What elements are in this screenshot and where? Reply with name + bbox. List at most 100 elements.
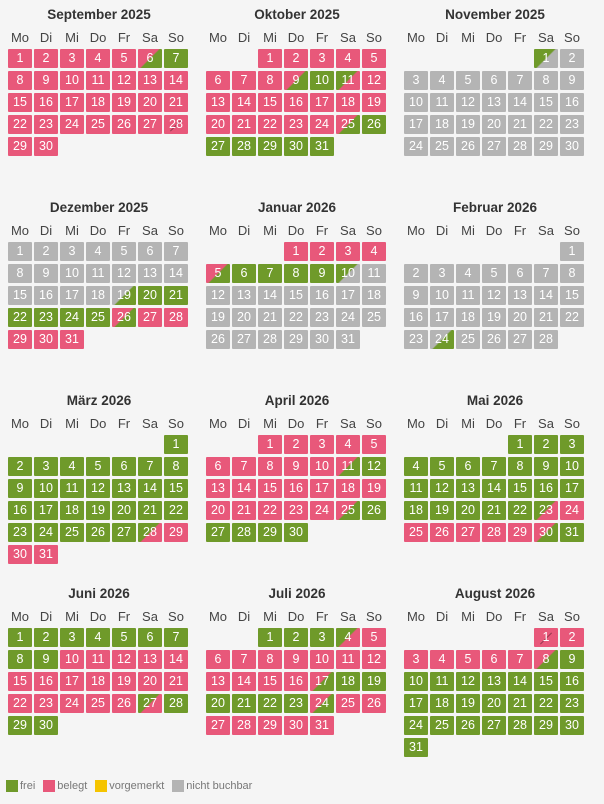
day-cell[interactable]: 17 xyxy=(60,93,84,112)
day-cell[interactable]: 12 xyxy=(430,479,454,498)
day-cell[interactable]: 8 xyxy=(164,457,188,476)
day-cell[interactable]: 19 xyxy=(362,479,386,498)
day-cell[interactable]: 26 xyxy=(112,115,136,134)
day-cell[interactable]: 25 xyxy=(86,115,110,134)
day-cell[interactable]: 10 xyxy=(560,457,584,476)
day-cell[interactable]: 22 xyxy=(258,115,282,134)
day-cell[interactable]: 21 xyxy=(232,501,256,520)
day-cell[interactable]: 10 xyxy=(310,457,334,476)
day-cell[interactable]: 7 xyxy=(508,650,532,669)
day-cell[interactable]: 15 xyxy=(508,479,532,498)
day-cell[interactable]: 18 xyxy=(404,501,428,520)
day-cell[interactable]: 9 xyxy=(534,457,558,476)
day-cell[interactable]: 1 xyxy=(508,435,532,454)
day-cell[interactable]: 30 xyxy=(34,330,58,349)
day-cell[interactable]: 31 xyxy=(310,716,334,735)
day-cell[interactable]: 5 xyxy=(362,628,386,647)
day-cell[interactable]: 2 xyxy=(534,435,558,454)
day-cell[interactable]: 14 xyxy=(508,672,532,691)
day-cell[interactable]: 23 xyxy=(34,115,58,134)
day-cell[interactable]: 28 xyxy=(164,115,188,134)
day-cell[interactable]: 16 xyxy=(8,501,32,520)
day-cell[interactable]: 17 xyxy=(310,672,334,691)
day-cell[interactable]: 12 xyxy=(112,650,136,669)
day-cell[interactable]: 30 xyxy=(284,716,308,735)
day-cell[interactable]: 24 xyxy=(310,115,334,134)
day-cell[interactable]: 30 xyxy=(34,716,58,735)
day-cell[interactable]: 7 xyxy=(164,628,188,647)
day-cell[interactable]: 25 xyxy=(336,115,360,134)
day-cell[interactable]: 3 xyxy=(310,49,334,68)
day-cell[interactable]: 8 xyxy=(258,650,282,669)
day-cell[interactable]: 30 xyxy=(284,523,308,542)
day-cell[interactable]: 24 xyxy=(60,694,84,713)
day-cell[interactable]: 16 xyxy=(34,672,58,691)
day-cell[interactable]: 15 xyxy=(258,479,282,498)
day-cell[interactable]: 9 xyxy=(8,479,32,498)
day-cell[interactable]: 2 xyxy=(284,435,308,454)
day-cell[interactable]: 25 xyxy=(336,694,360,713)
day-cell[interactable]: 3 xyxy=(310,628,334,647)
day-cell[interactable]: 28 xyxy=(482,523,506,542)
day-cell[interactable]: 10 xyxy=(60,71,84,90)
day-cell[interactable]: 7 xyxy=(482,457,506,476)
day-cell[interactable]: 6 xyxy=(206,71,230,90)
day-cell[interactable]: 24 xyxy=(60,115,84,134)
day-cell[interactable]: 23 xyxy=(560,694,584,713)
day-cell[interactable]: 28 xyxy=(232,523,256,542)
day-cell[interactable]: 5 xyxy=(112,628,136,647)
day-cell[interactable]: 26 xyxy=(86,523,110,542)
day-cell[interactable]: 4 xyxy=(60,457,84,476)
day-cell[interactable]: 18 xyxy=(86,93,110,112)
day-cell[interactable]: 12 xyxy=(362,71,386,90)
day-cell[interactable]: 15 xyxy=(258,672,282,691)
day-cell[interactable]: 12 xyxy=(86,479,110,498)
day-cell[interactable]: 21 xyxy=(138,501,162,520)
day-cell[interactable]: 29 xyxy=(8,137,32,156)
day-cell[interactable]: 9 xyxy=(310,264,334,283)
day-cell[interactable]: 1 xyxy=(8,49,32,68)
day-cell[interactable]: 25 xyxy=(86,694,110,713)
day-cell[interactable]: 16 xyxy=(284,672,308,691)
day-cell[interactable]: 6 xyxy=(482,650,506,669)
day-cell[interactable]: 19 xyxy=(112,93,136,112)
day-cell[interactable]: 26 xyxy=(430,523,454,542)
day-cell[interactable]: 25 xyxy=(60,523,84,542)
day-cell[interactable]: 7 xyxy=(232,650,256,669)
day-cell[interactable]: 24 xyxy=(60,308,84,327)
day-cell[interactable]: 19 xyxy=(362,672,386,691)
day-cell[interactable]: 31 xyxy=(60,330,84,349)
day-cell[interactable]: 12 xyxy=(456,672,480,691)
day-cell[interactable]: 4 xyxy=(86,49,110,68)
day-cell[interactable]: 4 xyxy=(336,435,360,454)
day-cell[interactable]: 13 xyxy=(456,479,480,498)
day-cell[interactable]: 1 xyxy=(258,49,282,68)
day-cell[interactable]: 22 xyxy=(164,501,188,520)
day-cell[interactable]: 15 xyxy=(534,672,558,691)
day-cell[interactable]: 22 xyxy=(534,694,558,713)
day-cell[interactable]: 7 xyxy=(232,71,256,90)
day-cell[interactable]: 5 xyxy=(456,650,480,669)
day-cell[interactable]: 27 xyxy=(112,523,136,542)
day-cell[interactable]: 8 xyxy=(8,650,32,669)
day-cell[interactable]: 24 xyxy=(310,694,334,713)
day-cell[interactable]: 15 xyxy=(164,479,188,498)
day-cell[interactable]: 3 xyxy=(336,242,360,261)
day-cell[interactable]: 19 xyxy=(362,93,386,112)
day-cell[interactable]: 6 xyxy=(456,457,480,476)
day-cell[interactable]: 20 xyxy=(206,501,230,520)
day-cell[interactable]: 20 xyxy=(138,93,162,112)
day-cell[interactable]: 27 xyxy=(138,694,162,713)
day-cell[interactable]: 21 xyxy=(482,501,506,520)
day-cell[interactable]: 9 xyxy=(34,71,58,90)
day-cell[interactable]: 1 xyxy=(8,628,32,647)
day-cell[interactable]: 8 xyxy=(258,71,282,90)
day-cell[interactable]: 7 xyxy=(164,49,188,68)
day-cell[interactable]: 29 xyxy=(258,137,282,156)
day-cell[interactable]: 30 xyxy=(534,523,558,542)
day-cell[interactable]: 5 xyxy=(362,435,386,454)
day-cell[interactable]: 10 xyxy=(404,672,428,691)
day-cell[interactable]: 16 xyxy=(560,672,584,691)
day-cell[interactable]: 13 xyxy=(206,479,230,498)
day-cell[interactable]: 11 xyxy=(404,479,428,498)
